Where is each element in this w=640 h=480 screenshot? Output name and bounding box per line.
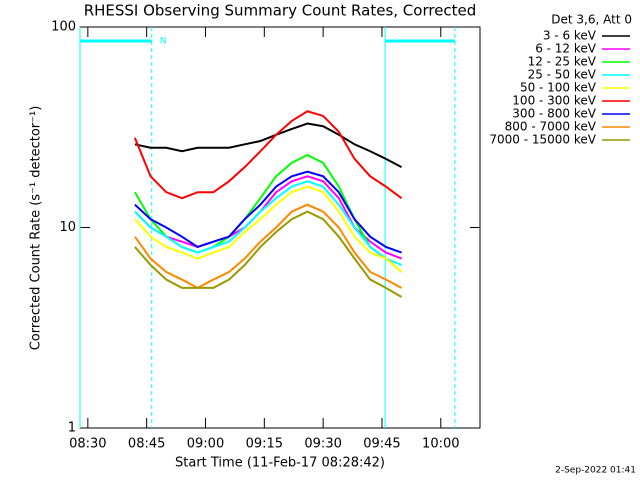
annotation-label: N [160,37,167,47]
x-tick-label: 09:45 [363,437,400,452]
chart-title: RHESSI Observing Summary Count Rates, Co… [84,2,477,20]
series-line [134,180,402,266]
legend-label: 300 - 800 keV [512,107,596,121]
legend-label: 12 - 25 keV [528,55,597,69]
series-line [134,122,403,169]
timestamp: 2-Sep-2022 01:41 [555,466,636,476]
x-tick-label: 08:30 [69,437,106,452]
y-tick-label: 10 [59,220,76,235]
y-axis-label: Corrected Count Rate (s⁻¹ detector⁻¹) [29,106,44,351]
x-tick-label: 09:00 [187,437,224,452]
legend-title: Det 3,6, Att 0 [551,13,632,27]
x-tick-label: 10:00 [422,437,459,452]
x-tick-label: 09:30 [304,437,341,452]
series-line [133,110,403,200]
x-axis-label: Start Time (11-Feb-17 08:28:42) [175,456,385,471]
series-line [134,185,403,273]
series-line [134,210,403,298]
x-tick-label: 08:45 [128,437,165,452]
legend-label: 6 - 12 keV [535,42,597,56]
legend-label: 25 - 50 keV [528,68,597,82]
series-line [134,203,403,289]
legend-label: 3 - 6 keV [543,29,597,43]
legend-label: 50 - 100 keV [520,81,597,95]
y-tick-label: 100 [51,20,76,35]
y-tick-label: 1 [68,421,76,436]
legend-label: 800 - 7000 keV [505,120,597,134]
x-tick-label: 09:15 [246,437,283,452]
series-line [134,170,402,254]
legend-label: 100 - 300 keV [512,94,596,108]
legend-label: 7000 - 15000 keV [489,133,596,147]
